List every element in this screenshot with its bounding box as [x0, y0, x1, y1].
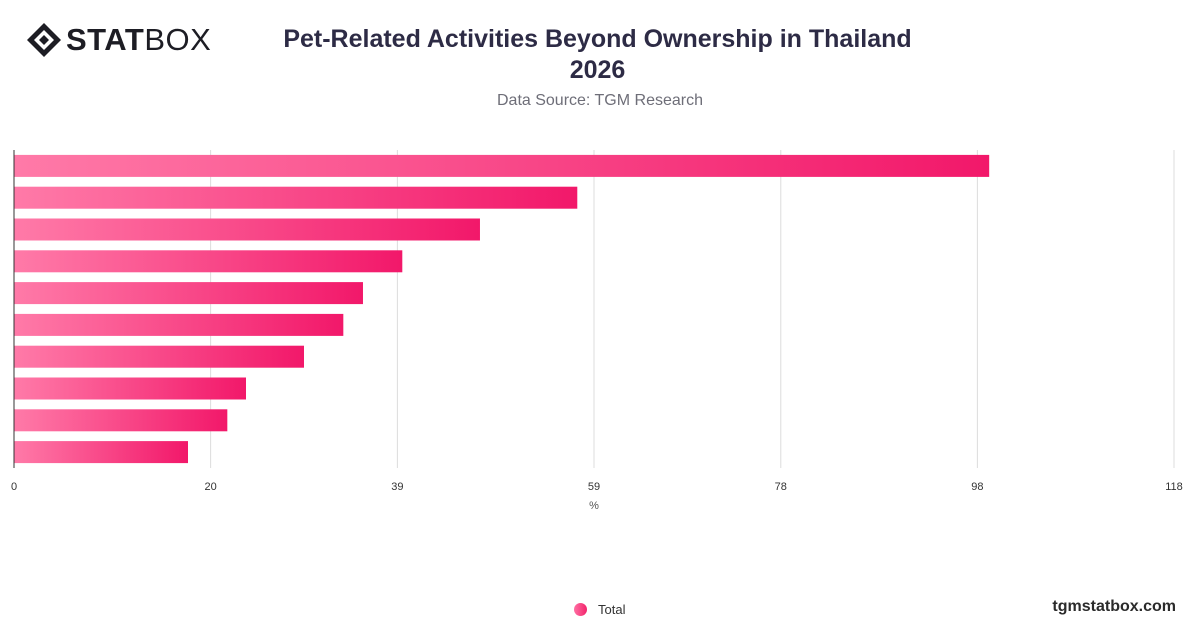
bar[interactable]	[14, 218, 480, 241]
brand-wordmark: STATBOX	[66, 22, 211, 58]
statbox-diamond-icon	[27, 23, 61, 57]
legend-label: Total	[598, 602, 626, 617]
legend-swatch	[574, 603, 587, 616]
x-tick-label: 118	[1165, 481, 1183, 493]
bar[interactable]	[14, 313, 344, 336]
brand-wordmark-bold: STAT	[66, 22, 145, 57]
bar[interactable]	[14, 377, 246, 400]
x-tick-label: 39	[391, 481, 403, 493]
x-tick-label: 78	[775, 481, 787, 493]
chart-title: Pet-Related Activities Beyond Ownership …	[0, 24, 1195, 86]
legend[interactable]: Total	[574, 602, 625, 617]
x-tick-label: 59	[588, 481, 600, 493]
chart-title-line-1: Pet-Related Activities Beyond Ownership …	[283, 25, 912, 53]
bar[interactable]	[14, 441, 188, 464]
bar[interactable]	[14, 282, 363, 305]
brand-wordmark-light: BOX	[144, 22, 212, 57]
bar[interactable]	[14, 409, 228, 432]
x-axis-label: %	[589, 500, 599, 512]
bar[interactable]	[14, 345, 304, 368]
x-axis: 0 20 39 59 78 98 118%	[11, 150, 1183, 512]
bars	[14, 154, 990, 464]
x-tick-label: 0	[11, 481, 17, 493]
x-tick-label: 98	[971, 481, 983, 493]
bar[interactable]	[14, 250, 403, 273]
site-url[interactable]: tgmstatbox.com	[1052, 598, 1176, 615]
chart-title-line-2: 2026	[569, 56, 626, 84]
chart-subtitle: Data Source: TGM Research	[496, 92, 703, 109]
statbox-logo: STATBOX	[26, 22, 211, 58]
x-tick-label: 20	[204, 481, 216, 493]
bar[interactable]	[14, 154, 990, 177]
bar[interactable]	[14, 186, 578, 209]
grid-lines	[210, 150, 1175, 468]
